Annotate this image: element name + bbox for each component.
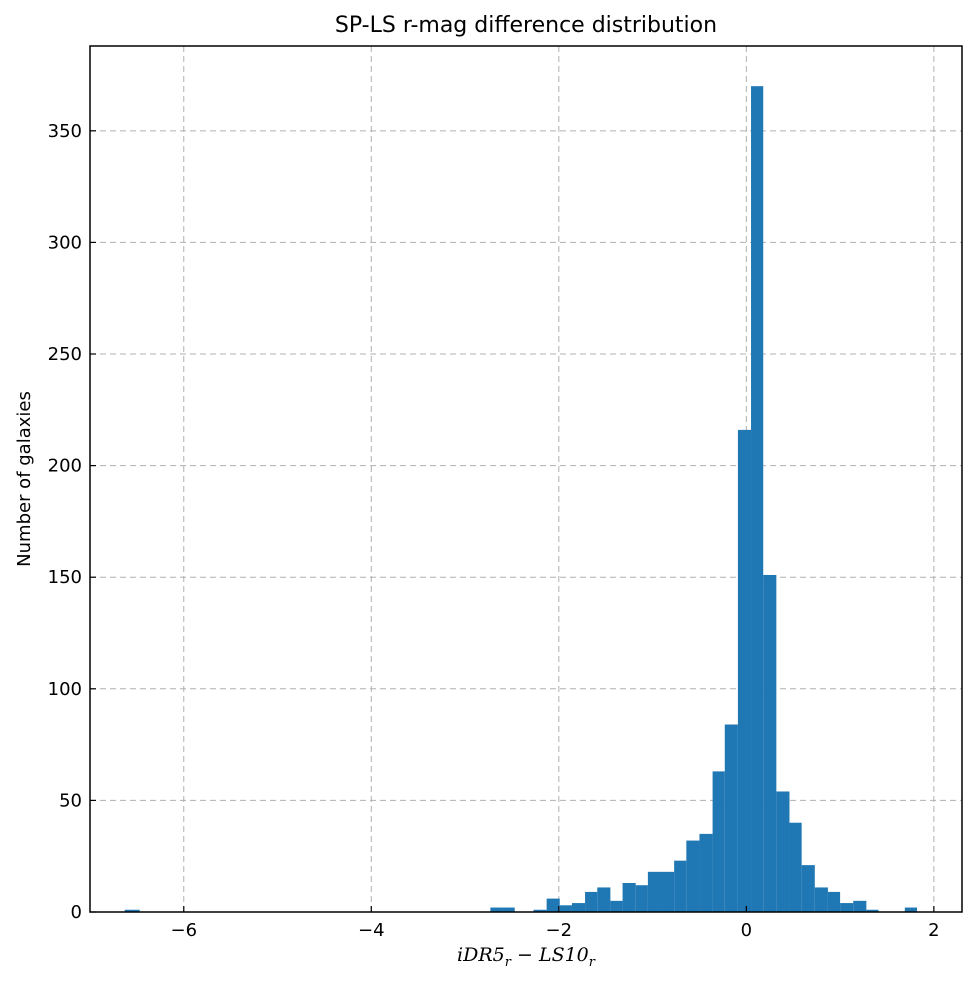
histogram-bar — [827, 891, 841, 912]
x-axis-label: iDR5r − LS10r — [0, 944, 977, 970]
axis-ticks: −6 −4 −2 0 2 0 50 100 150 200 250 300 350 — [48, 121, 940, 941]
x-tick-label: −6 — [170, 920, 197, 941]
x-tick-label: 2 — [928, 920, 939, 941]
y-tick-label: 150 — [48, 567, 82, 588]
histogram-bar — [686, 840, 700, 912]
histogram-bar — [559, 905, 572, 912]
y-tick-label: 300 — [48, 232, 82, 253]
histogram-bar — [622, 882, 636, 912]
y-tick-label: 50 — [59, 790, 82, 811]
y-tick-label: 0 — [71, 902, 82, 923]
histogram-bar — [737, 429, 752, 912]
y-axis-label: Number of galaxies — [14, 391, 35, 567]
histogram-bar — [635, 885, 648, 912]
histogram-bar — [597, 887, 611, 912]
histogram-bar — [866, 909, 879, 912]
histogram-bar — [124, 909, 140, 912]
y-tick-label: 350 — [48, 121, 82, 142]
y-tick-label: 250 — [48, 344, 82, 365]
x-axis-label-text: iDR5r − LS10r — [457, 944, 595, 970]
chart-title: SP-LS r-mag difference distribution — [335, 13, 717, 38]
histogram-bar — [763, 574, 777, 912]
plot-frame — [89, 45, 963, 913]
x-tick-label: −2 — [546, 920, 573, 941]
histogram-bar — [661, 871, 675, 912]
histogram-bar — [502, 907, 515, 912]
histogram-bar — [585, 891, 598, 912]
y-tick-label: 100 — [48, 679, 82, 700]
histogram-bar — [789, 822, 802, 912]
x-tick-label: 0 — [741, 920, 752, 941]
x-tick-label: −4 — [358, 920, 385, 941]
histogram-bar — [647, 871, 662, 912]
histogram-bar — [712, 771, 725, 912]
histogram-bar — [776, 791, 790, 912]
histogram-bar — [610, 900, 623, 912]
histogram-bar — [751, 86, 764, 913]
histogram-bar — [490, 907, 503, 912]
histogram-bar — [840, 903, 854, 912]
grid — [90, 46, 962, 913]
histogram-bar — [674, 860, 687, 912]
histogram-bar — [853, 900, 867, 912]
histogram-bar — [699, 833, 713, 912]
histogram-bar — [724, 724, 738, 912]
histogram-bar — [533, 909, 547, 912]
histogram-bar — [904, 907, 917, 912]
histogram-bar — [801, 865, 815, 912]
histogram-bars — [124, 86, 917, 913]
histogram-bar — [571, 903, 586, 912]
histogram-bar — [546, 898, 560, 912]
y-tick-label: 200 — [48, 456, 82, 477]
histogram-bar — [814, 887, 828, 912]
